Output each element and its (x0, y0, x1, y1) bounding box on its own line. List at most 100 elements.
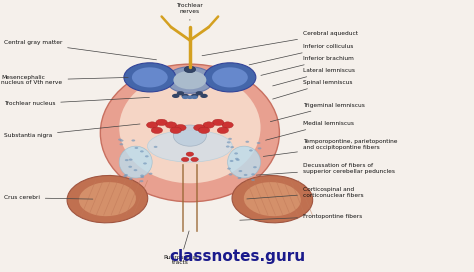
Circle shape (191, 95, 198, 99)
Ellipse shape (228, 146, 261, 178)
Circle shape (129, 178, 133, 180)
Circle shape (258, 147, 262, 149)
Circle shape (244, 174, 247, 176)
Circle shape (226, 146, 229, 148)
Circle shape (140, 175, 144, 177)
Circle shape (217, 127, 228, 134)
Circle shape (212, 119, 224, 126)
Circle shape (191, 94, 198, 98)
Text: Corticospinal and
corticonuclear fibers: Corticospinal and corticonuclear fibers (247, 187, 364, 199)
Circle shape (177, 91, 184, 95)
Ellipse shape (79, 182, 136, 216)
Circle shape (182, 95, 189, 99)
Circle shape (238, 170, 242, 172)
Circle shape (143, 162, 147, 165)
Text: Temporopontine, parietopontine
and occipitopontine fibers: Temporopontine, parietopontine and occip… (264, 140, 398, 156)
Circle shape (230, 146, 234, 148)
Circle shape (203, 122, 214, 128)
Circle shape (204, 63, 256, 92)
Circle shape (125, 159, 128, 161)
Circle shape (257, 142, 260, 144)
Circle shape (235, 158, 239, 160)
Circle shape (212, 67, 248, 87)
Text: Spinal lemniscus: Spinal lemniscus (273, 80, 353, 99)
Text: Cerebral aqueduct: Cerebral aqueduct (202, 31, 358, 56)
Circle shape (135, 147, 138, 149)
Circle shape (187, 95, 193, 99)
Text: classnotes.guru: classnotes.guru (169, 249, 305, 264)
Circle shape (118, 138, 122, 141)
Circle shape (198, 127, 210, 134)
Ellipse shape (173, 125, 206, 146)
Ellipse shape (119, 146, 152, 178)
Circle shape (151, 127, 163, 134)
Circle shape (186, 152, 194, 156)
Circle shape (131, 140, 135, 141)
Circle shape (230, 160, 234, 162)
Text: Trochlear nucleus: Trochlear nucleus (4, 97, 149, 106)
Circle shape (234, 152, 238, 154)
Circle shape (134, 169, 137, 171)
Circle shape (124, 63, 176, 92)
Text: Crus cerebri: Crus cerebri (4, 195, 93, 200)
Circle shape (132, 67, 168, 87)
Ellipse shape (232, 175, 313, 223)
Circle shape (140, 176, 144, 178)
Circle shape (246, 141, 249, 143)
Circle shape (222, 122, 233, 128)
Circle shape (145, 155, 149, 157)
Circle shape (227, 168, 231, 170)
Ellipse shape (166, 67, 213, 93)
Ellipse shape (147, 130, 232, 162)
Circle shape (140, 180, 144, 182)
Circle shape (175, 125, 186, 131)
Circle shape (128, 166, 132, 168)
Text: Frontopontine fibers: Frontopontine fibers (240, 214, 362, 220)
Text: Inferior colliculus: Inferior colliculus (249, 44, 353, 65)
Ellipse shape (173, 71, 206, 89)
Circle shape (251, 173, 255, 175)
Circle shape (129, 159, 133, 161)
Circle shape (194, 125, 205, 131)
Circle shape (227, 141, 230, 143)
Circle shape (228, 138, 232, 140)
Ellipse shape (119, 72, 261, 183)
Circle shape (182, 94, 189, 98)
Circle shape (184, 66, 196, 73)
Circle shape (140, 150, 144, 152)
Circle shape (165, 122, 177, 128)
Circle shape (251, 179, 255, 181)
Text: Medial lemniscus: Medial lemniscus (265, 121, 354, 140)
Ellipse shape (100, 64, 279, 202)
Circle shape (200, 94, 208, 98)
Circle shape (154, 146, 157, 148)
Ellipse shape (244, 182, 301, 216)
Text: Rubrospinal
tracts: Rubrospinal tracts (163, 231, 198, 265)
Circle shape (172, 94, 180, 98)
Circle shape (149, 173, 153, 175)
Circle shape (120, 140, 124, 142)
Circle shape (123, 175, 127, 177)
Circle shape (196, 91, 203, 95)
Circle shape (191, 157, 198, 162)
Circle shape (119, 143, 123, 145)
Circle shape (228, 173, 232, 175)
Circle shape (237, 177, 241, 179)
Circle shape (182, 157, 189, 162)
Text: Trochlear
nerves: Trochlear nerves (176, 3, 203, 20)
Circle shape (156, 119, 167, 126)
Circle shape (146, 122, 158, 128)
Ellipse shape (67, 175, 148, 223)
Text: Inferior brachium: Inferior brachium (261, 56, 354, 75)
Circle shape (249, 149, 253, 152)
Text: Central gray matter: Central gray matter (4, 41, 156, 60)
Text: Substantia nigra: Substantia nigra (4, 124, 140, 138)
Text: Trigeminal lemniscus: Trigeminal lemniscus (270, 103, 365, 122)
Text: Decussation of fibers of
supperior cerebellar peduncles: Decussation of fibers of supperior cereb… (256, 163, 395, 175)
Circle shape (170, 127, 182, 134)
Circle shape (124, 174, 128, 176)
Text: Lateral lemniscus: Lateral lemniscus (273, 68, 355, 86)
Circle shape (236, 159, 240, 161)
Text: Mesencephalic
nucleus of Vth nerve: Mesencephalic nucleus of Vth nerve (1, 75, 128, 85)
Circle shape (253, 166, 257, 168)
